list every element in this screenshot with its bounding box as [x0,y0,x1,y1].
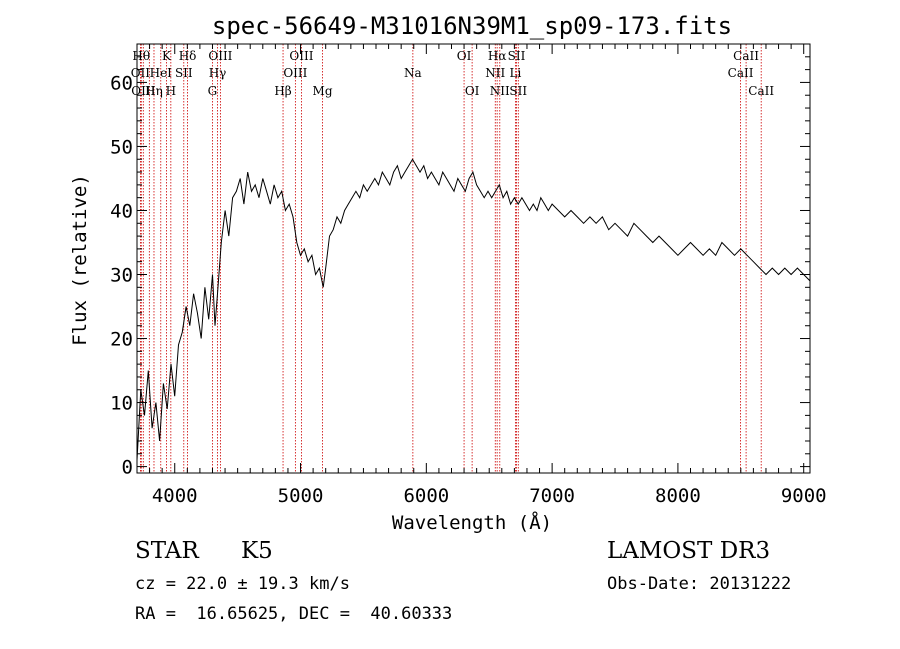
marker-label-20: NII [485,66,505,80]
x-tick-label: 6000 [403,485,449,507]
y-tick-label: 60 [110,72,133,94]
marker-label-10: G [208,84,218,98]
marker-label-21: Hα [488,49,507,63]
spectrum-line [136,158,811,461]
marker-label-16: Mg [313,84,333,98]
plot-frame [136,43,811,474]
obs-date: Obs-Date: 20131222 [607,574,792,594]
y-axis-label: Flux (relative) [69,174,91,346]
y-tick-label: 10 [110,393,133,415]
x-tick-label: 4000 [152,485,198,507]
marker-label-24: SII [508,49,526,63]
x-axis-ticks: 4000 5000 6000 7000 8000 9000 [149,44,827,507]
y-tick-label: 40 [110,200,133,222]
x-tick-label: 7000 [529,485,575,507]
marker-label-11: Hγ [209,66,227,80]
x-axis-label: Wavelength (Å) [392,511,552,534]
object-subclass: K5 [241,538,273,564]
marker-label-6: K [162,49,172,63]
x-tick-label: 8000 [655,485,701,507]
survey-name: LAMOST DR3 [607,538,771,564]
chart-title: spec-56649-M31016N39M1_sp09-173.fits [212,12,732,40]
marker-label-27: CaII [733,49,759,63]
y-tick-label: 20 [110,329,133,351]
marker-label-1: OII [131,66,151,80]
object-class: STAR [135,538,199,564]
marker-label-15: OIII [289,49,313,63]
y-axis-ticks: 0 10 20 30 40 50 60 [110,56,810,479]
marker-label-8: SII [175,66,193,80]
marker-label-12: OIII [208,49,232,63]
marker-label-4: Hη [145,84,163,98]
marker-label-13: Hβ [274,84,291,98]
y-tick-label: 30 [110,265,133,287]
marker-label-0: Hθ [132,49,150,63]
x-tick-label: 5000 [278,485,324,507]
spectral-line-labels: HθOIIOIIIHηHeIKHSIIHδGHγOIIIHβOIIIOIIIMg… [131,49,775,98]
marker-label-22: NII [490,84,510,98]
marker-label-25: SII [509,84,527,98]
redshift-value: cz = 22.0 ± 19.3 km/s [135,574,350,594]
y-tick-label: 0 [122,457,133,479]
coordinates: RA = 16.65625, DEC = 40.60333 [135,604,453,624]
marker-label-23: Li [509,66,521,80]
spectral-line-markers [139,44,762,473]
x-tick-label: 9000 [781,485,827,507]
marker-label-9: Hδ [179,49,197,63]
marker-label-14: OIII [283,66,307,80]
marker-label-18: OI [457,49,472,63]
marker-label-5: HeI [150,66,173,80]
marker-label-28: CaII [748,84,774,98]
y-tick-label: 50 [110,136,133,158]
marker-label-7: H [166,84,176,98]
marker-label-26: CaII [728,66,754,80]
marker-label-17: Na [404,66,422,80]
marker-label-19: OI [465,84,480,98]
